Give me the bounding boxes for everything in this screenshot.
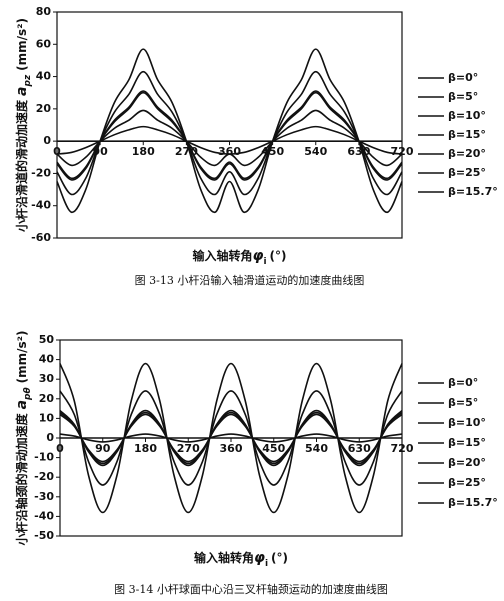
y-tick-label: -20 [31, 166, 51, 179]
y-label-unit: (mm/s²) [15, 18, 29, 71]
y-label-sub: pθ [23, 387, 33, 401]
x-label-sub: i [265, 559, 268, 569]
y-tick-label: 0 [46, 431, 54, 444]
x-tick-label: 720 [391, 145, 414, 158]
y-tick-label: -60 [31, 231, 51, 244]
curve [56, 48, 403, 213]
x-label-unit: (°) [270, 249, 287, 263]
y-tick-label: 10 [39, 411, 55, 424]
x-tick-label: 720 [391, 442, 414, 455]
figure-caption: 图 3-13 小杆沿输入轴滑道运动的加速度曲线图 [135, 273, 365, 287]
legend-label: β=15.7° [448, 185, 498, 198]
y-label-text: 小杆沿滑道的滑动加速度 [14, 99, 29, 232]
x-tick-label: 0 [53, 145, 61, 158]
x-tick-label: 180 [134, 442, 157, 455]
curve [56, 90, 403, 181]
curve [59, 362, 403, 514]
y-tick-label: -30 [34, 490, 54, 503]
legend-label: β=25° [448, 476, 486, 489]
y-label-symbol: a [14, 86, 30, 95]
x-tick-label: 450 [262, 442, 285, 455]
x-axis-label: 输入轴转角φi (°) [192, 248, 286, 267]
legend-label: β=0° [448, 71, 478, 84]
legend-label: β=20° [448, 456, 486, 469]
y-tick-label: 20 [39, 392, 55, 405]
legend-label: β=25° [448, 166, 486, 179]
y-tick-label: 0 [43, 134, 51, 147]
y-axis-label: 小杆沿轴颈的滑动加速度 apθ (mm/s²) [14, 331, 33, 546]
y-tick-label: -10 [34, 451, 54, 464]
y-tick-label: 60 [36, 37, 52, 50]
legend-label: β=5° [448, 396, 478, 409]
plot-frame [56, 11, 403, 239]
legend-label: β=5° [448, 90, 478, 103]
y-label-unit: (mm/s²) [15, 331, 29, 384]
y-tick-label: -40 [31, 199, 51, 212]
x-tick-label: 630 [348, 442, 371, 455]
y-tick-label: 40 [36, 70, 52, 83]
y-label-symbol: a [14, 400, 30, 409]
legend-label: β=20° [448, 147, 486, 160]
y-tick-label: -40 [34, 509, 54, 522]
x-label-unit: (°) [271, 551, 288, 565]
y-tick-label: 40 [39, 353, 55, 366]
legend-label: β=10° [448, 109, 486, 122]
y-tick-label: 50 [39, 333, 55, 346]
y-label-text: 小杆沿轴颈的滑动加速度 [14, 412, 29, 545]
legend-label: β=10° [448, 416, 486, 429]
x-axis-label: 输入轴转角φi (°) [194, 550, 288, 569]
x-tick-label: 540 [304, 145, 327, 158]
y-axis-label: 小杆沿滑道的滑动加速度 apz (mm/s²) [14, 18, 33, 232]
x-label-sub: i [263, 257, 266, 267]
x-tick-label: 90 [95, 442, 111, 455]
y-tick-label: 30 [39, 372, 55, 385]
x-tick-label: 180 [132, 145, 155, 158]
y-label-sub: pz [23, 74, 33, 87]
legend-label: β=0° [448, 376, 478, 389]
x-tick-label: 540 [305, 442, 328, 455]
curve [59, 390, 403, 486]
legend-label: β=15° [448, 128, 486, 141]
x-label-symbol: φ [253, 248, 264, 264]
legend-label: β=15° [448, 436, 486, 449]
x-tick-label: 360 [218, 145, 241, 158]
x-label-text: 输入轴转角 [194, 550, 254, 565]
x-tick-label: 0 [56, 442, 64, 455]
x-label-text: 输入轴转角 [192, 248, 252, 263]
y-tick-label: -20 [34, 470, 54, 483]
curve [59, 433, 403, 443]
x-tick-label: 360 [220, 442, 243, 455]
y-tick-label: 20 [36, 102, 52, 115]
legend-label: β=15.7° [448, 496, 498, 509]
x-tick-label: 270 [177, 442, 200, 455]
curve [56, 91, 403, 180]
y-tick-label: 80 [36, 5, 52, 18]
x-label-symbol: φ [254, 550, 265, 566]
curve [59, 411, 403, 465]
y-tick-label: -50 [34, 529, 54, 542]
figure-caption: 图 3-14 小杆球面中心沿三叉杆轴颈运动的加速度曲线图 [114, 582, 388, 596]
curve [56, 70, 403, 196]
curve [56, 109, 403, 167]
